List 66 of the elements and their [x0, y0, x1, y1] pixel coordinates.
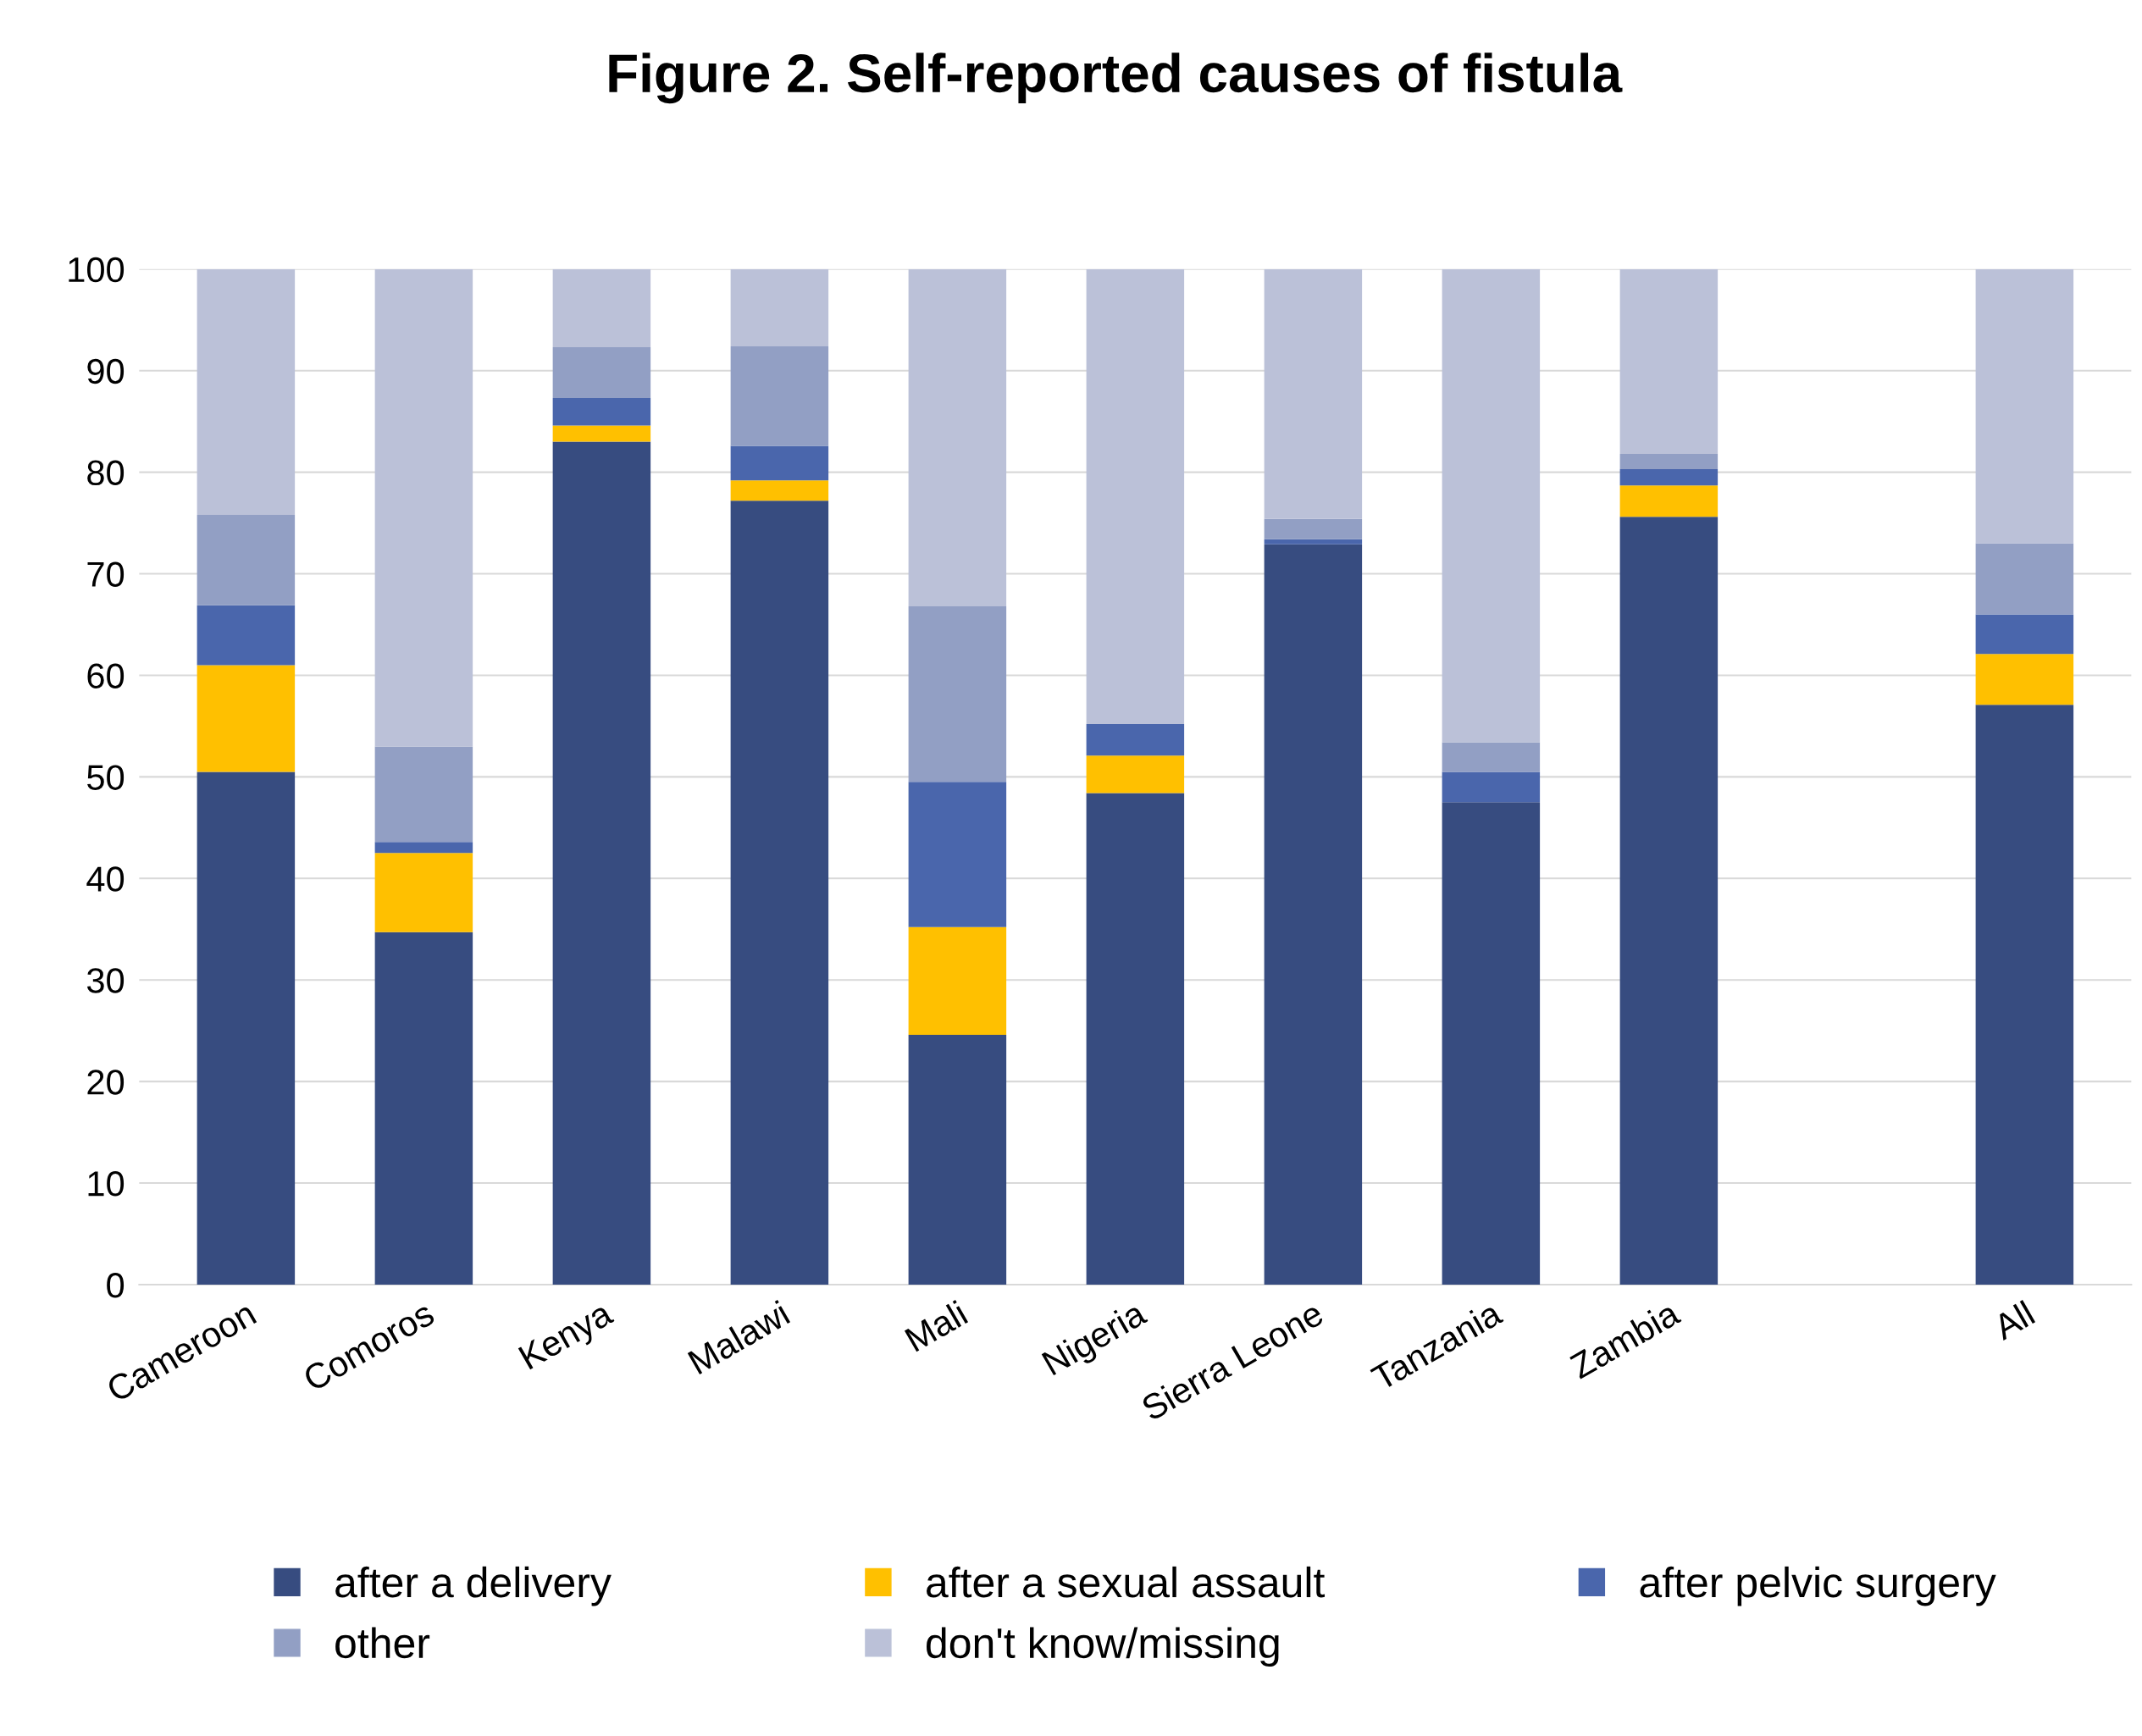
bar — [1619, 517, 1719, 1285]
bar — [1619, 469, 1719, 486]
legend-label: after a sexual assault — [927, 1566, 1326, 1598]
x-tick-label: Mali — [904, 1300, 969, 1352]
bar — [1975, 705, 2074, 1285]
bar — [1264, 544, 1363, 1285]
bar — [1975, 614, 2074, 655]
bar — [1264, 268, 1363, 519]
y-tick-label: 40 — [86, 866, 125, 892]
bar — [196, 665, 296, 772]
bar — [1442, 742, 1541, 772]
legend-label: don't know/missing — [927, 1627, 1279, 1667]
bar — [730, 500, 829, 1285]
y-tick-label: 80 — [87, 460, 125, 486]
bar — [196, 514, 296, 605]
bar — [1975, 654, 2074, 705]
bar — [1442, 771, 1541, 803]
bar — [374, 853, 473, 932]
chart-title: Figure 2. Self-reported causes of fistula — [609, 53, 1623, 104]
bar — [908, 926, 1007, 1035]
bar — [552, 347, 651, 399]
y-tick-label: 70 — [87, 561, 125, 588]
bar — [196, 605, 296, 666]
bar — [196, 268, 296, 515]
legend-label: after a delivery — [335, 1566, 612, 1606]
bar — [374, 932, 473, 1285]
y-tick-label: 50 — [87, 765, 125, 790]
bar — [1086, 724, 1185, 756]
bar — [1975, 543, 2074, 615]
bar — [1086, 268, 1185, 725]
y-tick-label: 20 — [87, 1070, 125, 1095]
bar — [908, 268, 1007, 606]
bar — [374, 842, 473, 854]
x-tick-label: All — [1990, 1300, 2036, 1341]
legend-label: after pelvic surgery — [1640, 1566, 1996, 1606]
bar — [552, 441, 651, 1285]
bar — [1086, 793, 1185, 1285]
y-tick-label: 90 — [87, 358, 125, 384]
y-tick-label: 30 — [86, 968, 125, 993]
bar — [908, 605, 1007, 782]
bar — [1442, 268, 1541, 743]
bar — [1975, 268, 2074, 544]
bar — [1442, 802, 1541, 1285]
bar — [1619, 268, 1719, 455]
y-tick-label: 60 — [87, 663, 125, 688]
bar — [196, 771, 296, 1285]
bar — [908, 782, 1007, 927]
bar — [552, 268, 651, 348]
bar — [1086, 755, 1185, 793]
bar — [908, 1034, 1007, 1285]
y-tick-label: 0 — [107, 1273, 125, 1298]
bar — [1264, 518, 1363, 539]
bar — [552, 425, 651, 442]
bar — [730, 445, 829, 481]
bar — [552, 398, 651, 426]
bar — [374, 746, 473, 843]
bar — [374, 268, 473, 747]
y-tick-label: 100 — [69, 257, 125, 283]
bar — [730, 346, 829, 446]
bar — [1264, 539, 1363, 545]
bar — [1619, 454, 1719, 469]
y-tick-label: 10 — [88, 1171, 125, 1197]
legend-label: other — [335, 1627, 430, 1659]
bar — [730, 480, 829, 501]
bar — [1619, 485, 1719, 517]
bar — [730, 268, 829, 346]
